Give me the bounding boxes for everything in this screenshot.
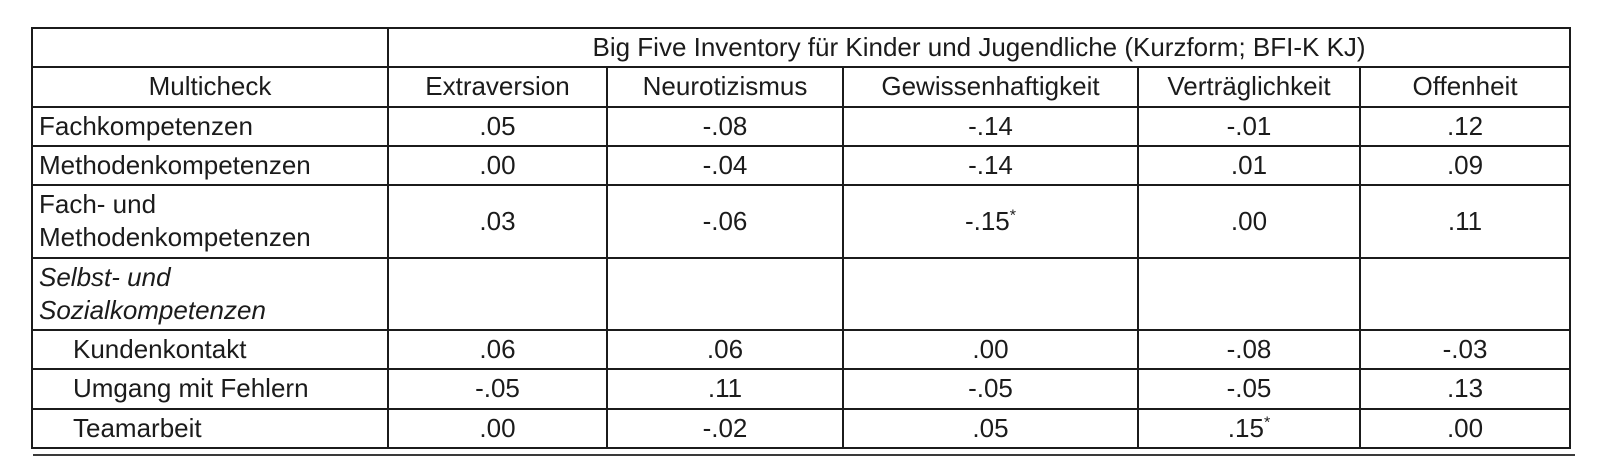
corner-cell (31, 26, 389, 69)
col-header-extraversion: Extraversion (387, 66, 608, 108)
table-row: Selbst- und Sozialkompetenzen (31, 256, 1572, 332)
correlation-value-cell: .00 (387, 407, 608, 449)
correlation-value-cell: -.05 (1137, 368, 1361, 410)
correlation-table: Big Five Inventory für Kinder und Jugend… (31, 26, 1572, 449)
correlation-value-cell (387, 256, 608, 332)
correlation-value-cell: -.01 (1137, 105, 1361, 147)
correlation-value-cell: -.15* (842, 184, 1139, 259)
correlation-value-cell: -.04 (606, 144, 844, 187)
correlation-value-cell: .06 (606, 329, 844, 371)
correlation-value-cell: .11 (1358, 184, 1572, 259)
col-header-gewissenhaftigkeit: Gewissenhaftigkeit (842, 66, 1139, 108)
row-label: Kundenkontakt (31, 329, 389, 371)
table-row: Fachkompetenzen .05 -.08 -.14 -.01.12 (31, 105, 1572, 147)
correlation-value-cell: .06 (387, 329, 608, 371)
correlation-value-cell: .03 (387, 184, 608, 259)
correlation-value-cell: .12 (1358, 105, 1572, 147)
table-caption-row: Big Five Inventory für Kinder und Jugend… (31, 26, 1572, 69)
correlation-value-cell: -.05 (842, 368, 1139, 410)
correlation-value-cell: -.02 (606, 407, 844, 449)
correlation-value-cell: -.03 (1358, 329, 1572, 371)
correlation-value-cell (1358, 256, 1572, 332)
correlation-value-cell (1137, 256, 1361, 332)
correlation-value-cell: -.08 (606, 105, 844, 147)
table-row: Methodenkompetenzen .00 -.04 -.14.01.09 (31, 144, 1572, 187)
row-label: Methodenkompetenzen (31, 144, 389, 187)
row-label: Teamarbeit (31, 407, 389, 449)
table-row: Umgang mit Fehlern -.05.11 -.05 -.05.13 (31, 368, 1572, 410)
correlation-value-cell: .00 (842, 329, 1139, 371)
row-label: Umgang mit Fehlern (31, 368, 389, 410)
correlation-value-cell: .00 (387, 144, 608, 187)
table-caption: Big Five Inventory für Kinder und Jugend… (386, 26, 1572, 69)
correlation-value-cell: -.14 (842, 105, 1139, 147)
significance-asterisk: * (1263, 413, 1271, 431)
correlation-value-cell: .01 (1137, 144, 1361, 187)
col-header-neurotizismus: Neurotizismus (606, 66, 844, 108)
row-label: Selbst- und Sozialkompetenzen (31, 256, 389, 332)
table-header-row: Multicheck Extraversion Neurotizismus Ge… (31, 66, 1572, 108)
table-row: Kundenkontakt .06.06.00 -.08 -.03 (31, 329, 1572, 371)
col-header-offenheit: Offenheit (1358, 66, 1572, 108)
row-label: Fachkompetenzen (31, 105, 389, 147)
correlation-value-cell: .11 (606, 368, 844, 410)
correlation-value-cell: .05 (387, 105, 608, 147)
correlation-value-cell: .05 (842, 407, 1139, 449)
correlation-value-cell: -.14 (842, 144, 1139, 187)
correlation-value-cell: .13 (1358, 368, 1572, 410)
correlation-value-cell: -.06 (606, 184, 844, 259)
significance-asterisk: * (1009, 206, 1017, 225)
col-header-vertraeglichkeit: Verträglichkeit (1137, 66, 1361, 108)
table-row: Fach- und Methodenkompetenzen .03 -.06 -.15… (31, 184, 1572, 259)
correlation-value-cell: -.05 (387, 368, 608, 410)
correlation-value-cell (842, 256, 1139, 332)
correlation-value-cell: -.08 (1137, 329, 1361, 371)
row-label: Fach- und Methodenkompetenzen (31, 184, 389, 259)
table-outer-shadow-line (33, 453, 1575, 456)
row-header-multicheck: Multicheck (31, 66, 389, 108)
table-row: Teamarbeit .00 -.02.05.15* .00 (31, 407, 1572, 449)
correlation-value-cell: .00 (1358, 407, 1572, 449)
correlation-value-cell: .00 (1137, 184, 1361, 259)
correlation-value-cell (606, 256, 844, 332)
correlation-value-cell: .15* (1137, 407, 1361, 449)
correlation-value-cell: .09 (1358, 144, 1572, 187)
table-body: Fachkompetenzen .05 -.08 -.14 -.01.12 Methode… (31, 105, 1572, 449)
